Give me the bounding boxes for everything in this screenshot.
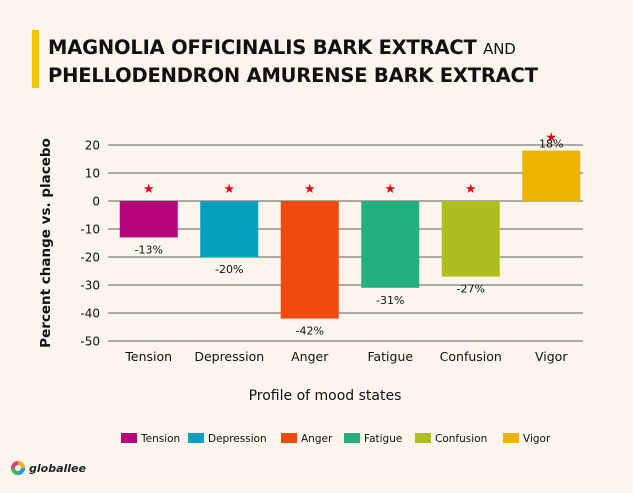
y-axis-label: Percent change vs. placebo xyxy=(38,138,54,348)
title-line-1-suffix: AND xyxy=(483,40,516,58)
bar-confusion xyxy=(441,201,500,277)
significance-star-icon: ★ xyxy=(223,182,235,197)
x-tick-label: Anger xyxy=(291,349,329,364)
bar-anger xyxy=(280,201,339,319)
legend-swatch-vigor xyxy=(503,433,519,443)
legend-swatch-confusion xyxy=(415,433,431,443)
data-label-anger: -42% xyxy=(296,325,324,338)
y-tick-label: 10 xyxy=(85,167,100,181)
data-label-fatigue: -31% xyxy=(376,294,404,307)
significance-star-icon: ★ xyxy=(545,131,557,146)
bar-fatigue xyxy=(361,201,420,288)
y-tick-label: -50 xyxy=(80,335,100,349)
y-tick-label: 0 xyxy=(92,195,100,209)
x-tick-label: Depression xyxy=(194,349,264,364)
legend-label-tension: Tension xyxy=(140,433,180,445)
bars xyxy=(119,150,581,319)
gridlines xyxy=(108,144,583,342)
x-tick-label: Confusion xyxy=(440,349,502,364)
legend-swatch-fatigue xyxy=(344,433,360,443)
data-label-depression: -20% xyxy=(215,263,243,276)
data-label-confusion: -27% xyxy=(457,283,485,296)
bar-tension xyxy=(119,201,178,238)
brand-name: globallee xyxy=(29,461,86,475)
x-axis-ticks: Tension Depression Anger Fatigue Confusion Vi… xyxy=(124,349,568,364)
y-tick-label: 20 xyxy=(85,139,100,153)
data-labels: -13% -20% -42% -31% -27% 18% xyxy=(135,138,564,338)
significance-star-icon: ★ xyxy=(384,182,396,197)
x-tick-label: Tension xyxy=(124,349,172,364)
legend-label-fatigue: Fatigue xyxy=(364,433,402,445)
significance-star-icon: ★ xyxy=(143,182,155,197)
y-tick-label: -40 xyxy=(80,307,100,321)
x-tick-label: Fatigue xyxy=(367,349,413,364)
title-line-1-main: MAGNOLIA OFFICINALIS BARK EXTRACT xyxy=(48,36,477,59)
significance-star-icon: ★ xyxy=(304,182,316,197)
legend-swatch-anger xyxy=(281,433,297,443)
x-axis-label: Profile of mood states xyxy=(249,388,402,404)
chart-title-line-1: MAGNOLIA OFFICINALIS BARK EXTRACT AND xyxy=(48,36,516,59)
x-tick-label: Vigor xyxy=(535,349,568,364)
chart-title-line-2: PHELLODENDRON AMURENSE BARK EXTRACT xyxy=(48,64,538,87)
data-label-tension: -13% xyxy=(135,243,163,256)
y-axis-ticks: 20 10 0 -10 -20 -30 -40 -50 xyxy=(80,139,100,349)
bar-depression xyxy=(200,201,259,257)
legend-swatch-depression xyxy=(188,433,204,443)
legend-label-confusion: Confusion xyxy=(435,433,487,445)
y-tick-label: -30 xyxy=(80,279,100,293)
y-tick-label: -20 xyxy=(80,251,100,265)
legend-label-vigor: Vigor xyxy=(523,433,551,445)
legend-swatch-tension xyxy=(121,433,137,443)
globallee-logo-icon xyxy=(11,461,25,475)
bar-vigor xyxy=(522,150,581,201)
legend-label-depression: Depression xyxy=(208,433,267,445)
brand-logo: globallee xyxy=(10,460,86,476)
legend: Tension Depression Anger Fatigue Confusion Vi… xyxy=(121,433,551,445)
y-tick-label: -10 xyxy=(80,223,100,237)
legend-label-anger: Anger xyxy=(301,433,333,445)
title-accent-bar xyxy=(32,30,39,88)
data-label-vigor: 18% xyxy=(539,138,563,151)
significance-star-icon: ★ xyxy=(465,182,477,197)
significance-markers: ★ ★ ★ ★ ★ ★ xyxy=(143,131,557,197)
